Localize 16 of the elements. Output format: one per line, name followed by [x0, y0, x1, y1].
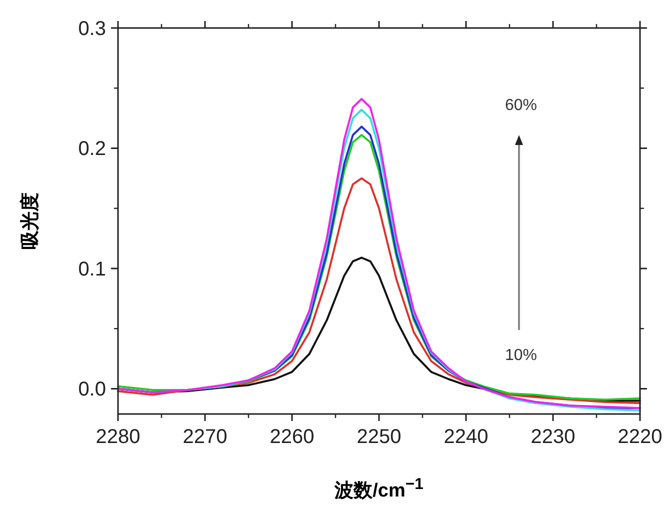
x-tick-label: 2230 [530, 426, 576, 448]
y-tick-label: 0.1 [78, 258, 106, 280]
y-axis-title: 吸光度 [18, 192, 42, 250]
x-tick-label: 2270 [182, 426, 228, 448]
x-tick-label: 2240 [444, 426, 488, 448]
line-series [117, 177, 641, 404]
y-tick-label: 0.0 [78, 378, 106, 401]
x-tick-label: 2250 [356, 426, 402, 448]
annotation: 10% [504, 347, 538, 364]
x-tick-label: 2260 [270, 426, 314, 448]
y-tick-label: 0.3 [78, 18, 106, 40]
x-tick-label: 2220 [618, 426, 662, 448]
annotation: 60% [504, 97, 538, 114]
y-tick-label: 0.2 [78, 138, 106, 160]
x-axis-title: 波数/cm$^{−1}$ [333, 476, 424, 504]
x-tick-label: 2280 [96, 426, 140, 448]
